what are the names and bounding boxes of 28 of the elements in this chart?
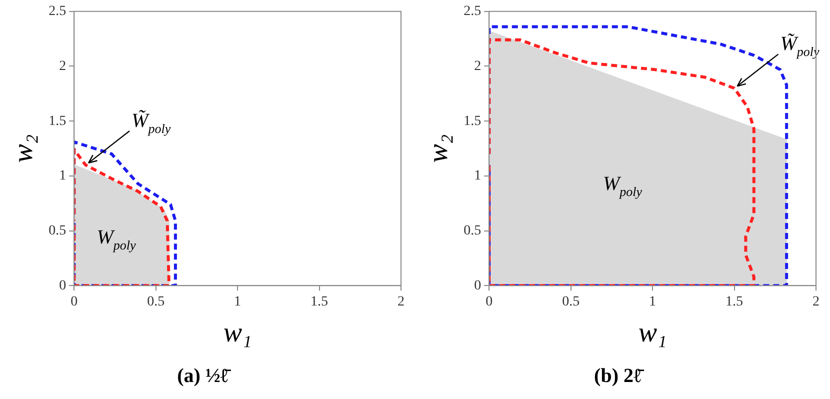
x-axis-title: w₁ [223, 318, 252, 349]
y-tick-label: 2.5 [464, 4, 482, 20]
y-tick-label: 1 [474, 168, 482, 184]
x-tick-label: 0.5 [147, 294, 165, 310]
y-tick-label: 1.5 [48, 114, 66, 129]
y-tick-label: 0 [474, 278, 482, 294]
y-tick-label: 2.5 [48, 4, 66, 20]
text: (b) 2ℓ̄ [594, 365, 645, 388]
x-tick-label: 0.5 [562, 294, 580, 310]
x-axis-title: w₁ [638, 318, 667, 349]
y-tick-label: 0 [59, 278, 66, 294]
x-tick-label: 0 [486, 294, 493, 310]
y-tick-label: 0.5 [464, 223, 482, 238]
x-tick-label: 1.5 [726, 294, 744, 310]
y-axis-title: w₂ [423, 134, 454, 163]
x-tick-label: 0 [70, 294, 78, 310]
y-tick-label: 2 [59, 58, 66, 74]
y-axis-title: w₂ [8, 134, 40, 163]
x-tick-label: 1 [234, 294, 242, 310]
y-tick-label: 0.5 [48, 223, 66, 238]
y-tick-label: 2 [474, 58, 482, 74]
x-tick-label: 1 [649, 294, 656, 310]
x-tick-label: 2 [812, 294, 820, 310]
text: (a) ½ℓ̄ [177, 365, 232, 388]
y-tick-label: 1 [59, 168, 66, 184]
y-tick-label: 1.5 [464, 114, 482, 129]
x-tick-label: 1.5 [310, 294, 328, 310]
x-tick-label: 2 [398, 294, 404, 310]
